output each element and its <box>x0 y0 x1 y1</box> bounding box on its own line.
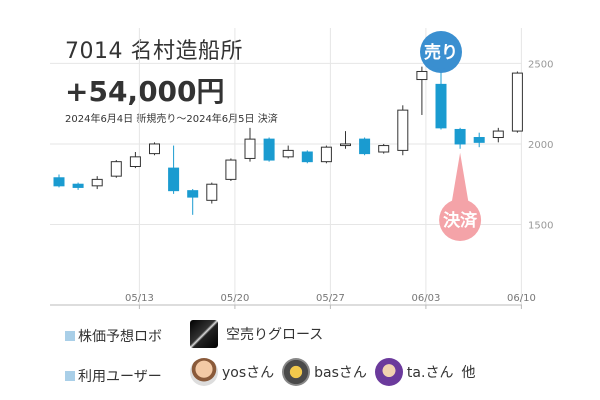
candle-body <box>435 83 447 129</box>
sell-bubble-pointer <box>432 66 450 70</box>
sell-bubble <box>420 31 462 73</box>
candle-body <box>416 70 428 81</box>
candle-body <box>187 190 199 198</box>
x-tick-label: 05/20 <box>220 293 249 304</box>
legend-marker <box>65 371 75 381</box>
candle-body <box>206 183 218 201</box>
candle-body <box>301 151 313 163</box>
others-label: 他 <box>461 365 476 381</box>
ai-robot-label: 株価予想ロボ <box>78 329 162 345</box>
y-tick-label: 2000 <box>528 140 553 151</box>
candle-body <box>473 137 485 143</box>
user-name: basさん <box>314 365 367 381</box>
user-name: yosさん <box>222 365 275 381</box>
ai-robot-name: 空売りグロース <box>226 327 324 343</box>
candle-body <box>168 167 180 192</box>
candle-body <box>72 183 84 188</box>
y-tick-label: 2500 <box>528 59 553 70</box>
page-title: 7014 名村造船所 <box>65 39 243 64</box>
sell-label: 売り <box>424 42 458 63</box>
candlestick-chart: 2500 2000 1500 05/13 05/20 05/27 06/03 06/10 売り決… <box>50 28 553 309</box>
candle-body <box>492 130 504 139</box>
candle-body <box>511 72 523 132</box>
candle-body <box>110 161 122 177</box>
user-avatar-icon <box>374 358 403 386</box>
user-list: yosさん basさん ta.さん 他 <box>190 358 475 386</box>
trade-period: 2024年6月4日 新規売り～2024年6月5日 決済 <box>65 114 278 125</box>
candle-body <box>454 128 466 145</box>
users-label: 利用ユーザー <box>78 369 162 385</box>
settle-bubble-pointer <box>451 152 470 206</box>
candle-body <box>263 138 275 161</box>
x-tick-label: 05/27 <box>316 293 345 304</box>
candle-body <box>244 138 256 159</box>
profit-amount: +54,000円 <box>65 75 225 108</box>
user-item[interactable]: basさん <box>282 358 367 386</box>
y-tick-label: 1500 <box>528 220 553 231</box>
ai-robot-item[interactable]: 空売りグロース <box>190 320 323 348</box>
users-legend: 利用ユーザー <box>65 366 162 386</box>
user-avatar-icon <box>190 358 218 386</box>
user-name: ta.さん <box>406 365 454 381</box>
settle-bubble <box>439 199 482 241</box>
candle-body <box>359 138 371 155</box>
x-tick-label: 06/03 <box>411 293 440 304</box>
user-item[interactable]: yosさん <box>190 358 274 386</box>
ai-robot-icon <box>190 320 218 348</box>
candle-body <box>378 145 390 153</box>
candle-body <box>129 156 141 167</box>
user-item[interactable]: ta.さん <box>374 358 454 386</box>
candle-body <box>149 143 160 155</box>
candle-body <box>53 177 65 187</box>
candle-body <box>225 159 237 180</box>
candle-body <box>282 149 294 158</box>
user-avatar-icon <box>282 358 311 386</box>
legend-marker <box>65 331 75 341</box>
settle-label: 決済 <box>443 210 478 231</box>
candle-body <box>91 178 103 187</box>
candle-body <box>397 109 409 151</box>
candle-body <box>320 146 332 163</box>
x-tick-label: 06/10 <box>507 293 536 304</box>
x-tick-label: 05/13 <box>125 293 154 304</box>
candle-body <box>340 143 351 147</box>
ai-robot-legend: 株価予想ロボ <box>65 326 162 346</box>
